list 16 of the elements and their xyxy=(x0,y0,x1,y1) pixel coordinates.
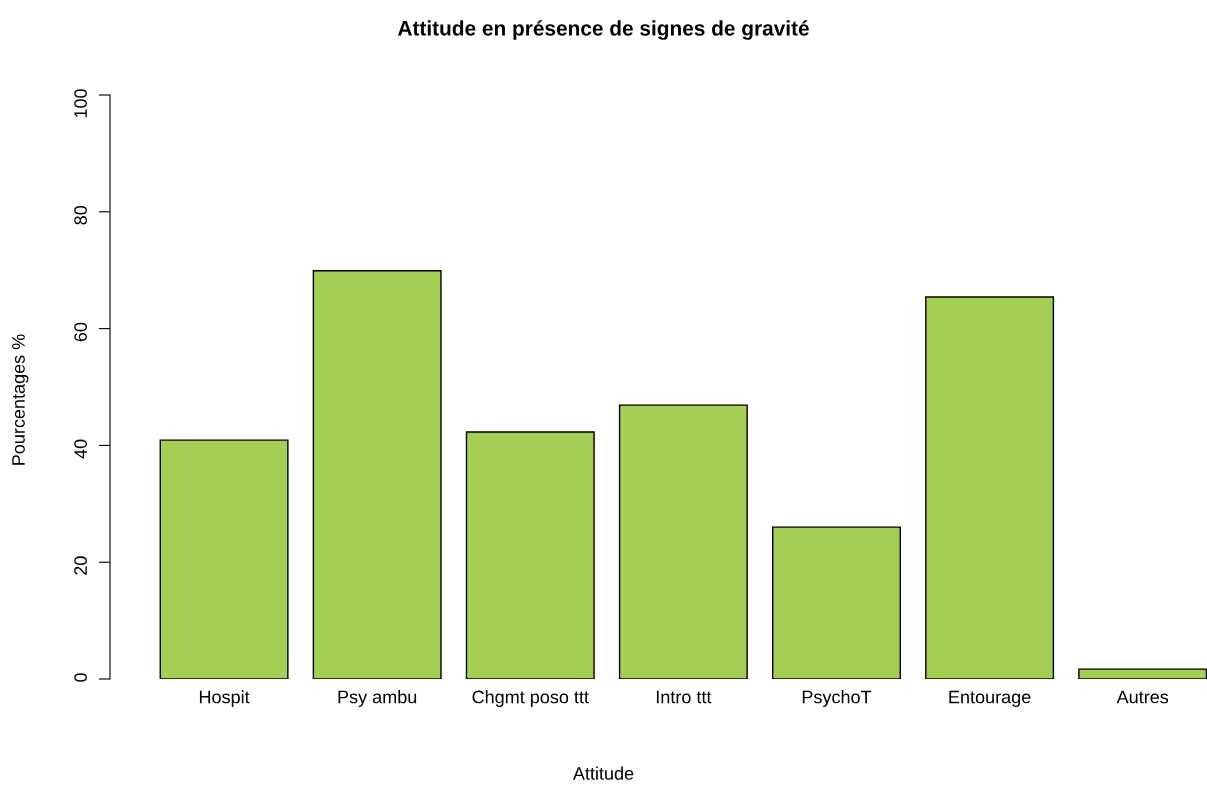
x-tick-label: Hospit xyxy=(199,690,250,707)
x-tick-label: PsychoT xyxy=(802,690,872,707)
y-axis-title: Pourcentages % xyxy=(12,334,29,465)
y-tick-label: 80 xyxy=(74,205,87,225)
y-tick-label: 0 xyxy=(74,673,87,682)
y-tick-label: 40 xyxy=(74,439,87,459)
y-tick-label: 100 xyxy=(74,89,87,118)
y-tick-label: 20 xyxy=(74,556,87,575)
x-tick-label: Chgmt poso ttt xyxy=(472,690,589,707)
x-tick-label: Entourage xyxy=(949,690,1031,707)
x-tick-label: Intro ttt xyxy=(656,690,712,704)
x-tick-label: Autres xyxy=(1116,690,1169,704)
chart-title: Attitude en présence de signes de gravité xyxy=(397,20,809,40)
x-tick-label: Psy ambu xyxy=(338,690,417,707)
x-axis-title: Attitude xyxy=(572,766,634,780)
y-tick-label: 60 xyxy=(74,322,87,342)
